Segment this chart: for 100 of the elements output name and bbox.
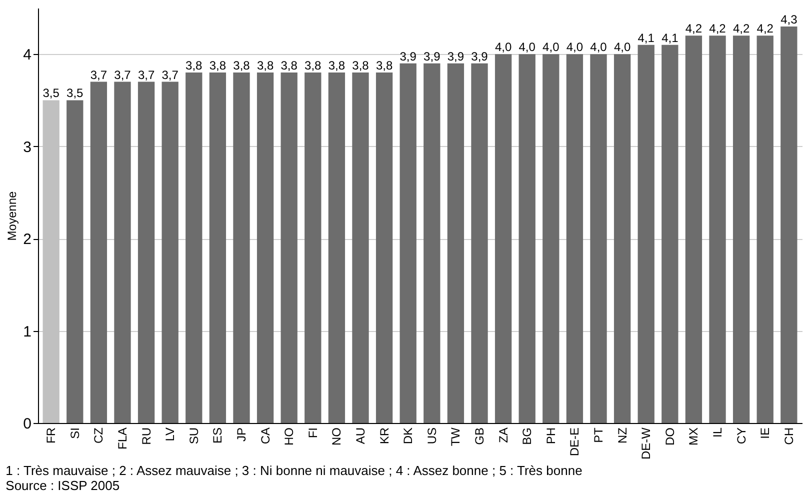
data-label: 3,8 — [233, 58, 250, 73]
data-label: 3,9 — [424, 49, 441, 64]
x-tick-label: FLA — [115, 428, 130, 450]
x-tick-label: SU — [186, 428, 201, 444]
data-label: 3,5 — [42, 86, 60, 100]
data-label: 4,0 — [590, 40, 608, 54]
data-label: 3,8 — [328, 58, 346, 73]
data-label: 3,8 — [209, 58, 226, 73]
bar — [732, 36, 750, 423]
data-label: 3,8 — [186, 58, 203, 73]
bar — [709, 36, 726, 423]
x-tick-label: PT — [592, 426, 606, 443]
x-tick-label: DE-W — [639, 426, 654, 460]
x-tick-label: CH — [782, 428, 796, 445]
bar — [614, 54, 631, 423]
x-tick-label: CY — [734, 428, 748, 444]
data-label: 4,1 — [662, 30, 679, 45]
bar — [662, 44, 678, 423]
bar — [447, 63, 464, 423]
data-label: 4,0 — [542, 40, 560, 54]
data-label: 3,5 — [66, 86, 84, 100]
bar — [566, 54, 584, 423]
bar — [66, 100, 84, 423]
data-label: 3,7 — [114, 68, 132, 82]
bar — [233, 72, 250, 423]
x-tick-label: IL — [710, 427, 725, 438]
bar — [424, 63, 440, 423]
x-tick-label: DK — [401, 428, 416, 444]
bar — [138, 82, 155, 423]
text: 1 : Très mauvaise ; 2 : Assez mauvaise ; 3 : Ni bonne ni mauvaise ; 4 : Assez bonne ; 5 : Très bonne — [6, 462, 582, 478]
data-label: 3,8 — [352, 58, 370, 73]
bar — [494, 54, 512, 423]
data-label: 3,7 — [90, 68, 108, 82]
x-tick-label: GB — [472, 428, 486, 445]
data-label: 3,8 — [256, 58, 274, 73]
bar — [376, 72, 393, 423]
x-tick-label: HO — [282, 428, 296, 446]
x-tick-label: MX — [686, 428, 701, 446]
x-tick-label: ES — [210, 428, 225, 444]
data-label: 4,0 — [566, 40, 584, 54]
bar — [328, 72, 346, 423]
bar — [209, 72, 226, 423]
y-tick-label: 1 — [23, 323, 32, 340]
x-tick-label: US — [424, 428, 439, 444]
x-tick-label: FR — [44, 427, 58, 444]
bar — [186, 72, 202, 423]
data-label: 3,9 — [447, 49, 464, 64]
bar — [400, 63, 416, 423]
bar — [114, 82, 131, 423]
x-tick-label: LV — [163, 428, 178, 442]
x-tick-label: JP — [234, 428, 248, 442]
x-tick-label: CA — [258, 428, 272, 444]
x-tick-label: PH — [544, 428, 558, 444]
x-tick-label: KR — [377, 427, 392, 444]
bar — [780, 26, 798, 423]
bar — [542, 54, 560, 423]
data-label: 3,9 — [400, 49, 417, 64]
source-note: Source : ISSP 2005 — [6, 478, 120, 493]
data-label: 3,7 — [138, 68, 155, 82]
bar — [304, 72, 322, 423]
data-label: 4,2 — [685, 22, 702, 36]
data-label: 4,2 — [756, 22, 774, 36]
y-tick-label: 3 — [23, 138, 32, 156]
data-label: 4,1 — [638, 30, 655, 45]
bar — [685, 36, 702, 423]
x-tick-label: CZ — [92, 428, 106, 444]
data-label: 3,8 — [376, 58, 393, 73]
bar — [590, 54, 607, 423]
bar — [518, 54, 536, 423]
y-tick-label: 0 — [23, 416, 32, 432]
bar — [162, 82, 178, 423]
x-tick-label: FI — [306, 428, 320, 438]
bar — [90, 82, 108, 423]
bar — [471, 63, 488, 423]
x-tick-label: DE-E — [568, 428, 582, 456]
bar — [756, 36, 774, 423]
data-label: 3,8 — [304, 58, 322, 73]
bar — [256, 72, 274, 423]
data-label: 4,2 — [732, 22, 750, 36]
data-label: 4,0 — [614, 40, 631, 54]
data-label: 3,9 — [471, 49, 488, 64]
data-label: 3,8 — [280, 58, 298, 73]
x-tick-label: BG — [520, 428, 534, 445]
x-tick-label: RU — [139, 428, 154, 445]
data-label: 4,3 — [780, 12, 798, 26]
data-label: 4,0 — [494, 40, 512, 54]
x-tick-label: IE — [758, 428, 772, 439]
x-tick-label: SI — [68, 428, 82, 439]
data-label: 4,0 — [518, 40, 536, 54]
x-tick-label: ZA — [496, 428, 510, 443]
data-label: 4,2 — [709, 22, 726, 36]
y-tick-label: 2 — [23, 231, 32, 248]
bar — [280, 72, 298, 423]
x-tick-label: TW — [448, 426, 463, 446]
y-axis-title: Moyenne — [5, 190, 20, 241]
bar — [638, 44, 654, 423]
x-tick-label: AU — [354, 428, 368, 444]
y-tick-label: 4 — [23, 46, 32, 64]
bar — [352, 72, 369, 423]
x-tick-label: NZ — [615, 428, 630, 444]
